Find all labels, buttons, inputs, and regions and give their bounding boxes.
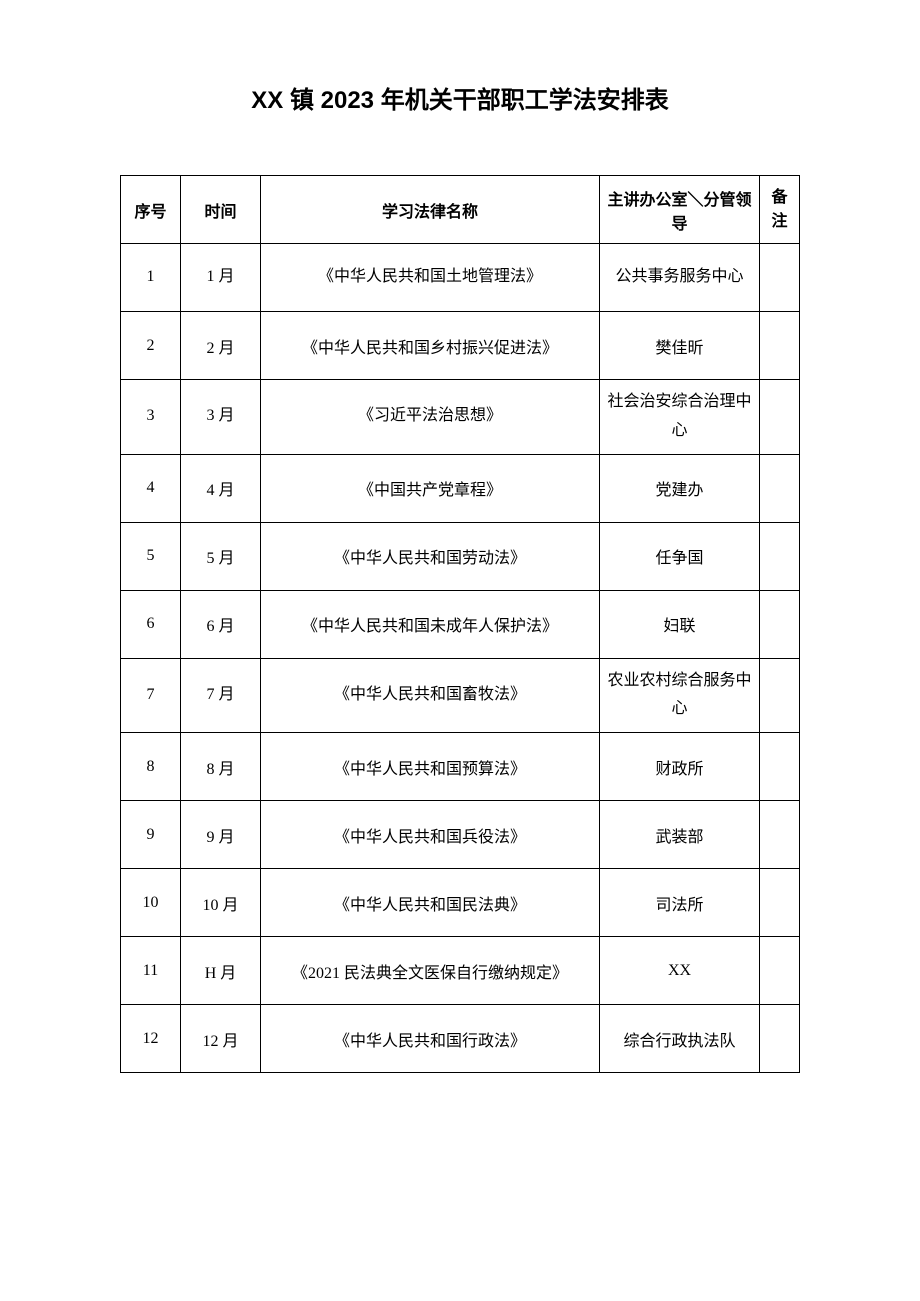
cell-law: 《习近平法治思想》 (261, 380, 600, 455)
header-seq: 序号 (121, 176, 181, 244)
cell-seq: 11 (121, 937, 181, 1005)
cell-time: 6 月 (181, 590, 261, 658)
header-law: 学习法律名称 (261, 176, 600, 244)
cell-time: 9 月 (181, 801, 261, 869)
cell-presenter: 农业农村综合服务中心 (600, 658, 760, 733)
cell-seq: 8 (121, 733, 181, 801)
cell-time: H 月 (181, 937, 261, 1005)
cell-presenter: 党建办 (600, 454, 760, 522)
cell-law: 《中华人民共和国民法典》 (261, 869, 600, 937)
cell-presenter: 社会治安综合治理中心 (600, 380, 760, 455)
cell-seq: 1 (121, 244, 181, 312)
cell-presenter: 樊佳昕 (600, 312, 760, 380)
header-remark: 备注 (760, 176, 800, 244)
cell-law: 《中国共产党章程》 (261, 454, 600, 522)
cell-time: 7 月 (181, 658, 261, 733)
cell-time: 4 月 (181, 454, 261, 522)
cell-presenter: 司法所 (600, 869, 760, 937)
cell-presenter: 综合行政执法队 (600, 1005, 760, 1073)
page-title: XX 镇 2023 年机关干部职工学法安排表 (120, 80, 800, 115)
cell-time: 10 月 (181, 869, 261, 937)
cell-law: 《中华人民共和国畜牧法》 (261, 658, 600, 733)
cell-seq: 2 (121, 312, 181, 380)
cell-seq: 6 (121, 590, 181, 658)
cell-seq: 12 (121, 1005, 181, 1073)
cell-law: 《2021 民法典全文医保自行缴纳规定》 (261, 937, 600, 1005)
cell-presenter: 公共事务服务中心 (600, 244, 760, 312)
table-row: 11 H 月 《2021 民法典全文医保自行缴纳规定》 XX (121, 937, 800, 1005)
table-row: 5 5 月 《中华人民共和国劳动法》 任争国 (121, 522, 800, 590)
cell-seq: 5 (121, 522, 181, 590)
cell-time: 3 月 (181, 380, 261, 455)
cell-remark (760, 733, 800, 801)
cell-remark (760, 658, 800, 733)
cell-law: 《中华人民共和国行政法》 (261, 1005, 600, 1073)
cell-law: 《中华人民共和国土地管理法》 (261, 244, 600, 312)
cell-presenter: 财政所 (600, 733, 760, 801)
cell-presenter: 妇联 (600, 590, 760, 658)
table-row: 2 2 月 《中华人民共和国乡村振兴促进法》 樊佳昕 (121, 312, 800, 380)
table-row: 3 3 月 《习近平法治思想》 社会治安综合治理中心 (121, 380, 800, 455)
cell-remark (760, 937, 800, 1005)
cell-remark (760, 454, 800, 522)
cell-seq: 3 (121, 380, 181, 455)
cell-time: 2 月 (181, 312, 261, 380)
table-row: 12 12 月 《中华人民共和国行政法》 综合行政执法队 (121, 1005, 800, 1073)
schedule-table: 序号 时间 学习法律名称 主讲办公室＼分管领导 备注 1 1 月 《中华人民共和… (120, 175, 800, 1073)
cell-presenter: XX (600, 937, 760, 1005)
cell-remark (760, 1005, 800, 1073)
header-time: 时间 (181, 176, 261, 244)
table-row: 7 7 月 《中华人民共和国畜牧法》 农业农村综合服务中心 (121, 658, 800, 733)
table-row: 1 1 月 《中华人民共和国土地管理法》 公共事务服务中心 (121, 244, 800, 312)
cell-remark (760, 312, 800, 380)
cell-seq: 9 (121, 801, 181, 869)
cell-seq: 10 (121, 869, 181, 937)
cell-remark (760, 590, 800, 658)
cell-time: 8 月 (181, 733, 261, 801)
header-presenter: 主讲办公室＼分管领导 (600, 176, 760, 244)
cell-time: 12 月 (181, 1005, 261, 1073)
cell-time: 5 月 (181, 522, 261, 590)
cell-presenter: 任争国 (600, 522, 760, 590)
table-row: 8 8 月 《中华人民共和国预算法》 财政所 (121, 733, 800, 801)
cell-presenter: 武装部 (600, 801, 760, 869)
cell-law: 《中华人民共和国乡村振兴促进法》 (261, 312, 600, 380)
cell-seq: 7 (121, 658, 181, 733)
cell-time: 1 月 (181, 244, 261, 312)
cell-remark (760, 380, 800, 455)
cell-law: 《中华人民共和国兵役法》 (261, 801, 600, 869)
cell-remark (760, 522, 800, 590)
cell-remark (760, 801, 800, 869)
table-row: 10 10 月 《中华人民共和国民法典》 司法所 (121, 869, 800, 937)
table-row: 9 9 月 《中华人民共和国兵役法》 武装部 (121, 801, 800, 869)
cell-law: 《中华人民共和国未成年人保护法》 (261, 590, 600, 658)
cell-remark (760, 869, 800, 937)
table-row: 4 4 月 《中国共产党章程》 党建办 (121, 454, 800, 522)
cell-remark (760, 244, 800, 312)
cell-seq: 4 (121, 454, 181, 522)
cell-law: 《中华人民共和国劳动法》 (261, 522, 600, 590)
cell-law: 《中华人民共和国预算法》 (261, 733, 600, 801)
table-row: 6 6 月 《中华人民共和国未成年人保护法》 妇联 (121, 590, 800, 658)
table-header-row: 序号 时间 学习法律名称 主讲办公室＼分管领导 备注 (121, 176, 800, 244)
